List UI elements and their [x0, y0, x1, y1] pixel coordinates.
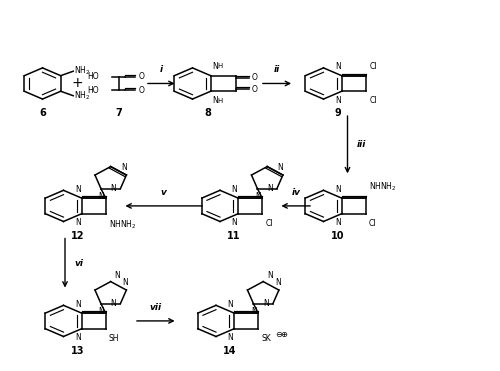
Text: N: N [255, 192, 261, 201]
Text: N: N [212, 96, 218, 105]
Text: 8: 8 [204, 108, 211, 118]
Text: 14: 14 [223, 346, 237, 356]
Text: 11: 11 [227, 231, 241, 241]
Text: N: N [98, 307, 104, 316]
Text: N: N [335, 185, 340, 194]
Text: N: N [267, 271, 273, 280]
Text: vii: vii [150, 303, 162, 312]
Text: N: N [232, 218, 237, 227]
Text: SK: SK [261, 334, 271, 342]
Text: N: N [267, 184, 273, 193]
Text: SH: SH [108, 334, 119, 342]
Text: H: H [217, 63, 222, 69]
Text: Cl: Cl [265, 219, 272, 227]
Text: 10: 10 [331, 231, 344, 241]
Text: v: v [161, 188, 166, 197]
Text: NHNH$_2$: NHNH$_2$ [108, 219, 136, 231]
Text: NH$_2$: NH$_2$ [74, 65, 90, 77]
Text: O: O [252, 85, 258, 93]
Text: N: N [228, 333, 233, 342]
Text: N: N [251, 307, 257, 316]
Text: ⊖: ⊖ [275, 330, 282, 339]
Text: N: N [121, 163, 127, 172]
Text: N: N [228, 300, 233, 309]
Text: N: N [75, 218, 80, 227]
Text: N: N [263, 299, 269, 308]
Text: N: N [212, 62, 218, 71]
Text: Cl: Cl [368, 219, 376, 227]
Text: N: N [232, 185, 237, 194]
Text: Cl: Cl [370, 62, 377, 71]
Text: N: N [114, 271, 120, 280]
Text: N: N [75, 333, 80, 342]
Text: ii: ii [274, 65, 280, 74]
Text: N: N [75, 185, 80, 194]
Text: NH$_2$: NH$_2$ [74, 90, 90, 102]
Text: N: N [110, 299, 116, 308]
Text: iii: iii [356, 140, 366, 149]
Text: N: N [122, 278, 128, 287]
Text: HO: HO [87, 86, 99, 95]
Text: 7: 7 [115, 108, 122, 118]
Text: ⊕: ⊕ [280, 330, 287, 339]
Text: N: N [335, 96, 340, 105]
Text: N: N [98, 192, 104, 201]
Text: NHNH$_2$: NHNH$_2$ [368, 181, 396, 193]
Text: N: N [335, 62, 340, 71]
Text: Cl: Cl [370, 96, 377, 105]
Text: 9: 9 [334, 108, 341, 118]
Text: +: + [72, 76, 84, 91]
Text: i: i [160, 65, 163, 74]
Text: N: N [278, 163, 283, 172]
Text: O: O [139, 86, 145, 95]
Text: iv: iv [291, 188, 300, 197]
Text: vi: vi [74, 259, 83, 267]
Text: N: N [75, 300, 80, 309]
Text: 12: 12 [71, 231, 84, 241]
Text: H: H [217, 98, 222, 104]
Text: N: N [110, 184, 116, 193]
Text: O: O [252, 73, 258, 82]
Text: 6: 6 [39, 108, 46, 118]
Text: O: O [139, 72, 145, 81]
Text: N: N [275, 278, 281, 287]
Text: 13: 13 [71, 346, 84, 356]
Text: N: N [335, 218, 340, 227]
Text: HO: HO [87, 72, 99, 81]
